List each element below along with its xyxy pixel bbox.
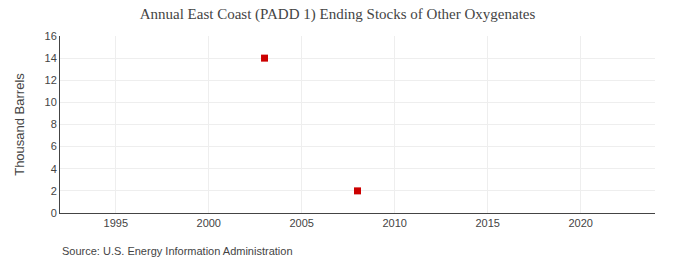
svg-text:Thousand Barrels: Thousand Barrels	[12, 73, 27, 176]
svg-text:6: 6	[51, 140, 57, 152]
svg-text:1995: 1995	[104, 217, 128, 229]
svg-text:2000: 2000	[197, 217, 221, 229]
svg-text:2020: 2020	[568, 217, 592, 229]
svg-text:14: 14	[45, 52, 57, 64]
svg-text:2005: 2005	[289, 217, 313, 229]
svg-text:10: 10	[45, 96, 57, 108]
svg-text:2: 2	[51, 185, 57, 197]
svg-text:16: 16	[45, 30, 57, 42]
svg-text:0: 0	[51, 207, 57, 219]
svg-text:4: 4	[51, 163, 57, 175]
svg-text:Annual East Coast (PADD 1) End: Annual East Coast (PADD 1) Ending Stocks…	[140, 6, 536, 23]
svg-text:2015: 2015	[475, 217, 499, 229]
svg-text:Source: U.S. Energy Informatio: Source: U.S. Energy Information Administ…	[62, 245, 293, 257]
svg-text:2010: 2010	[382, 217, 406, 229]
svg-text:8: 8	[51, 118, 57, 130]
svg-text:12: 12	[45, 74, 57, 86]
